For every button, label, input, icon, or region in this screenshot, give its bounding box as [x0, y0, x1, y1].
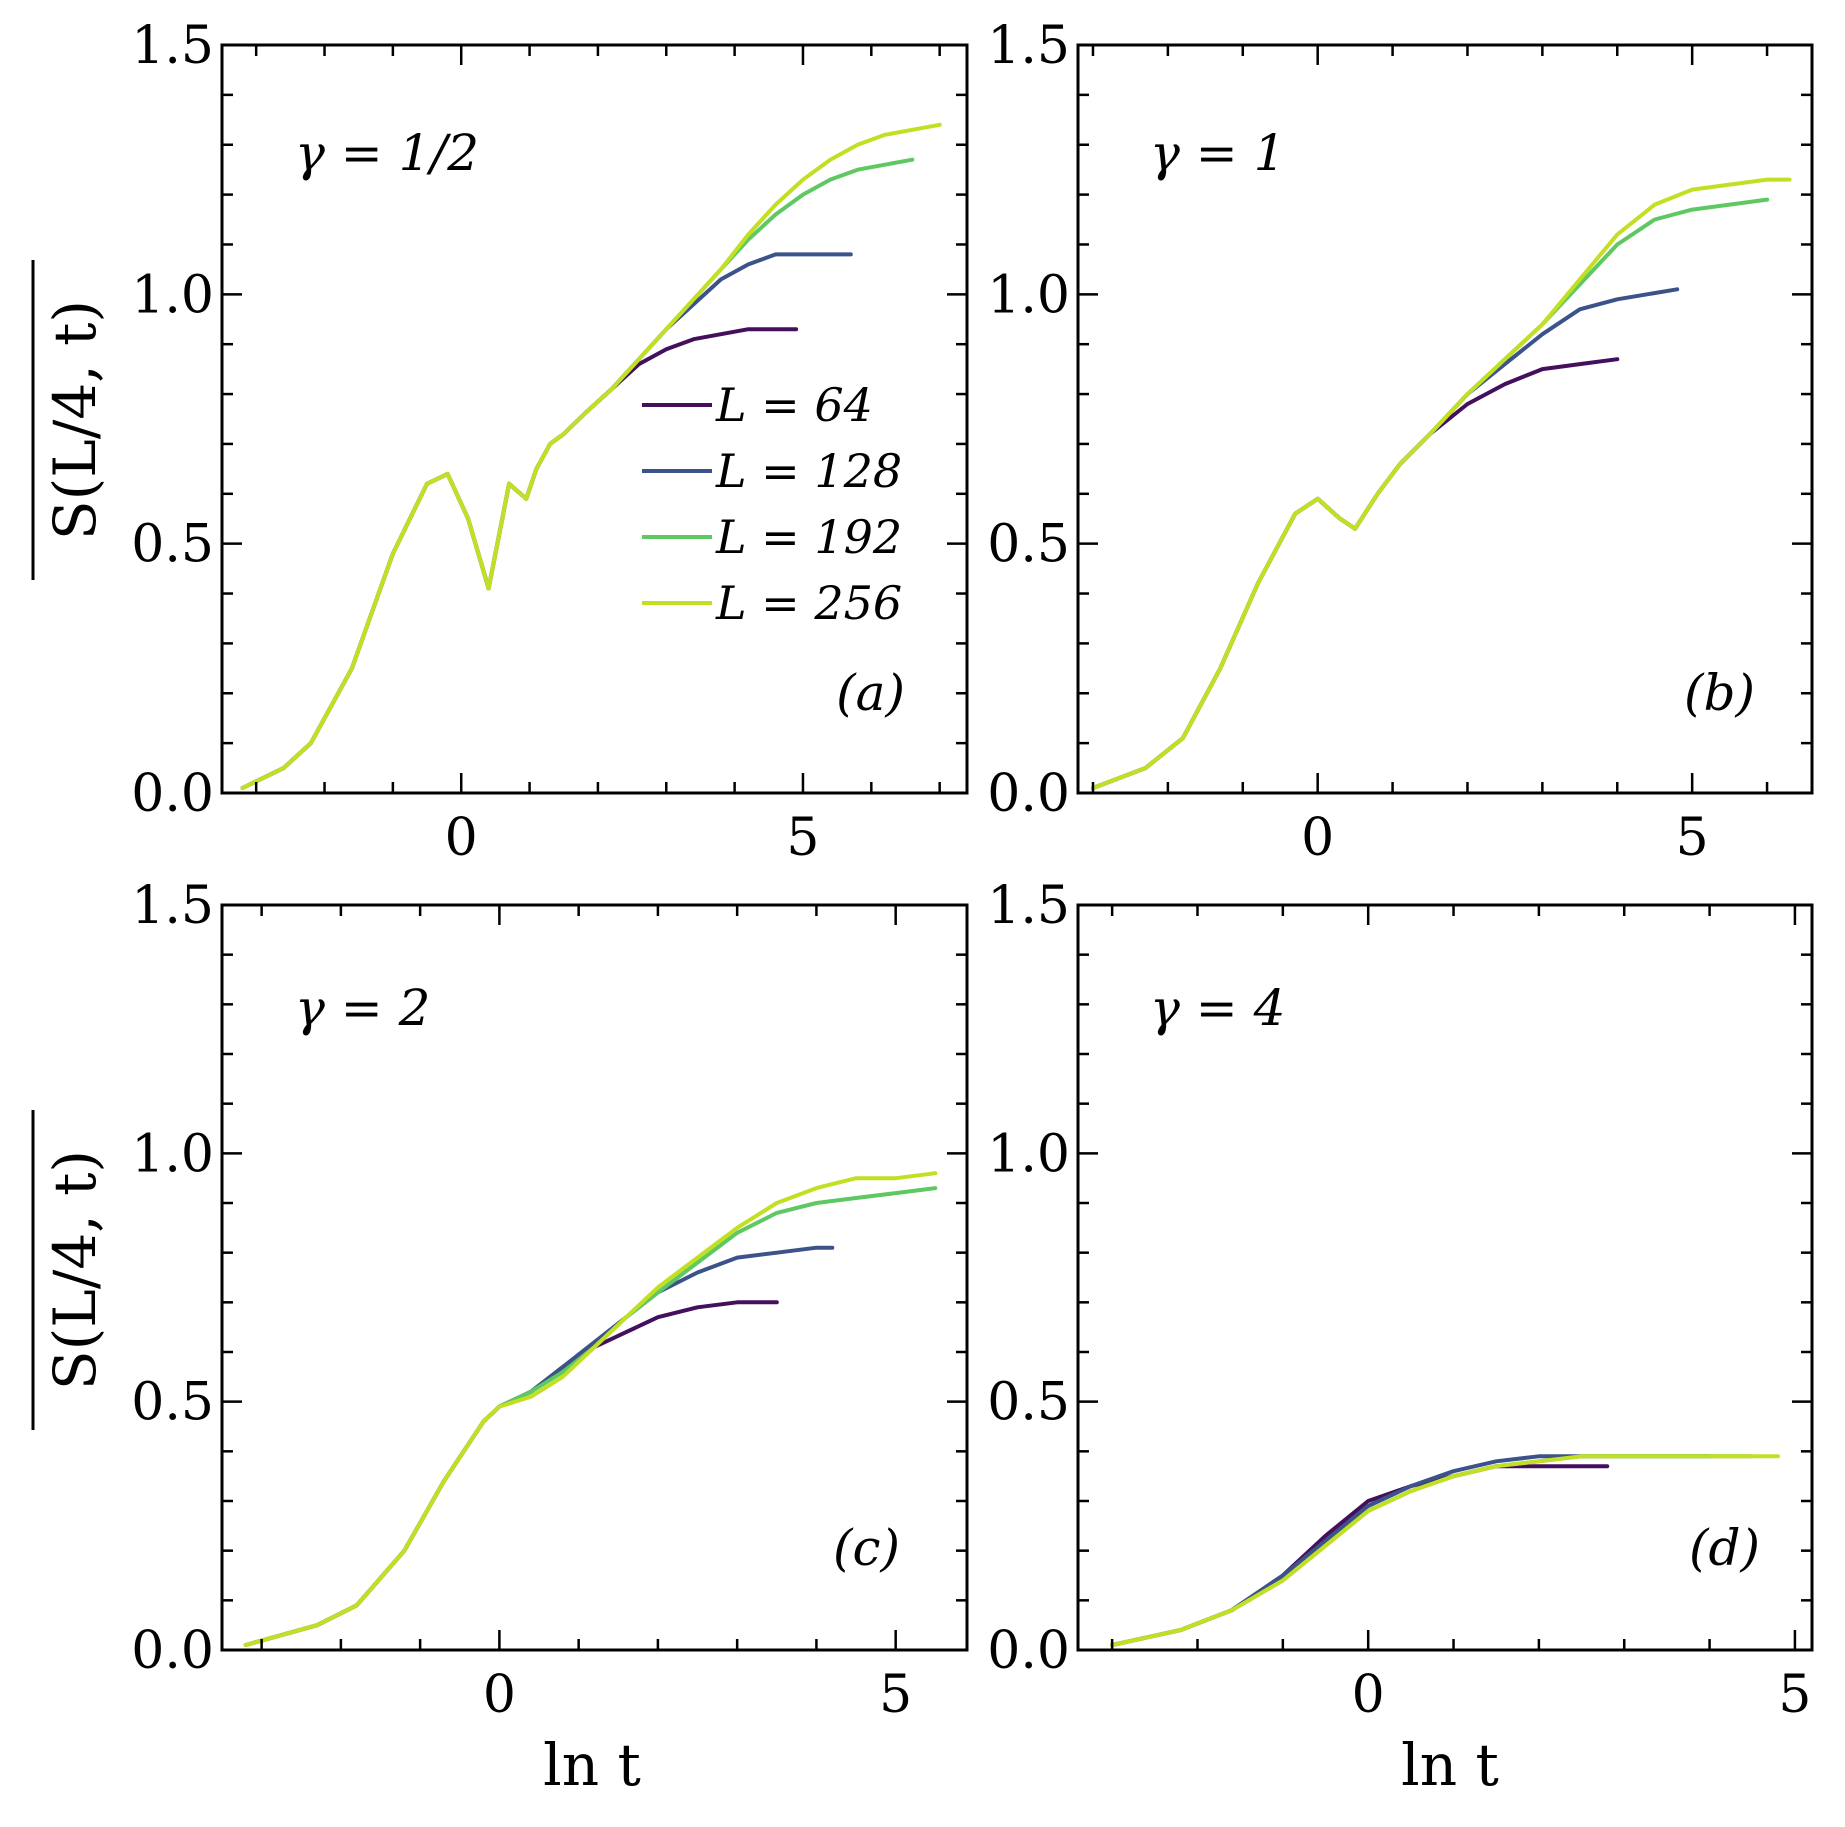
y-tick-label: 1.0	[131, 1124, 214, 1184]
legend-label: L = 64	[715, 378, 873, 432]
panel-label: (c)	[833, 1519, 900, 1577]
y-tick-label: 0.0	[131, 1621, 214, 1681]
plot-frame	[1076, 43, 1814, 795]
panel-b: 0 5 0.0 0.5 1.0 1.5 γ = 1 (b)	[987, 16, 1814, 868]
gamma-annotation: γ = 1	[1150, 124, 1285, 182]
y-tick-label: 0.5	[131, 1373, 214, 1433]
y-tick-label: 0.5	[987, 1373, 1070, 1433]
y-tick-label: 0.0	[131, 764, 214, 824]
y-tick-label: 0.5	[987, 515, 1070, 575]
y-tick-label: 0.0	[987, 764, 1070, 824]
legend-label: L = 192	[715, 510, 902, 564]
gamma-annotation: γ = 4	[1150, 979, 1285, 1037]
series-line-2	[243, 1245, 835, 1647]
x-tick-label: 0	[1301, 808, 1334, 868]
y-tick-label: 1.0	[987, 1124, 1070, 1184]
panel-c: 0 5 0.0 0.5 1.0 1.5 γ = 2 (c)	[131, 876, 969, 1725]
y-tick-label: 1.5	[131, 876, 214, 936]
y-tick-label: 0.5	[131, 515, 214, 575]
series-line-4	[240, 122, 942, 790]
x-tick-label: 5	[1778, 1665, 1811, 1725]
y-tick-label: 1.0	[131, 265, 214, 325]
series-line-1	[243, 1300, 779, 1647]
x-tick-label: 0	[483, 1665, 516, 1725]
x-tick-label: 0	[445, 808, 478, 868]
series-line-4	[1110, 1454, 1780, 1647]
gamma-annotation: γ = 2	[295, 979, 430, 1037]
y-axis-title-top: S(L/4, t)	[31, 260, 109, 580]
x-axis-title-right: ln t	[1401, 1731, 1499, 1799]
x-tick-label: 0	[1352, 1665, 1385, 1725]
panel-label: (d)	[1689, 1519, 1760, 1577]
plot-frame	[220, 903, 969, 1652]
plot-frame	[1076, 903, 1814, 1652]
y-tick-label: 0.0	[987, 1621, 1070, 1681]
y-axis-title-bottom: S(L/4, t)	[31, 1110, 109, 1430]
plot-frame	[220, 43, 969, 795]
panel-label: (b)	[1684, 664, 1755, 722]
series-line-4	[1091, 177, 1792, 790]
x-tick-label: 5	[1676, 808, 1709, 868]
series-line-1	[1091, 357, 1620, 790]
x-tick-label: 5	[786, 808, 819, 868]
legend-label: L = 256	[715, 576, 902, 630]
series-line-2	[1110, 1454, 1712, 1647]
panel-d: 0 5 0.0 0.5 1.0 1.5 γ = 4 (d)	[987, 876, 1814, 1725]
series-line-3	[243, 1186, 938, 1647]
series-line-1	[1110, 1464, 1610, 1647]
gamma-annotation: γ = 1/2	[295, 124, 479, 182]
y-tick-label: 1.5	[987, 16, 1070, 76]
series-line-3	[1091, 197, 1770, 790]
y-tick-label: 1.5	[987, 876, 1070, 936]
x-tick-label: 5	[879, 1665, 912, 1725]
series-line-4	[243, 1171, 938, 1647]
y-axis-title: S(L/4, t)	[41, 300, 109, 540]
legend: L = 64 L = 128 L = 192 L = 256	[642, 378, 902, 630]
y-axis-title: S(L/4, t)	[41, 1150, 109, 1390]
legend-label: L = 128	[715, 444, 902, 498]
y-tick-label: 1.5	[131, 16, 214, 76]
y-tick-label: 1.0	[987, 265, 1070, 325]
panel-label: (a)	[836, 664, 905, 722]
x-axis-title-left: ln t	[543, 1731, 641, 1799]
